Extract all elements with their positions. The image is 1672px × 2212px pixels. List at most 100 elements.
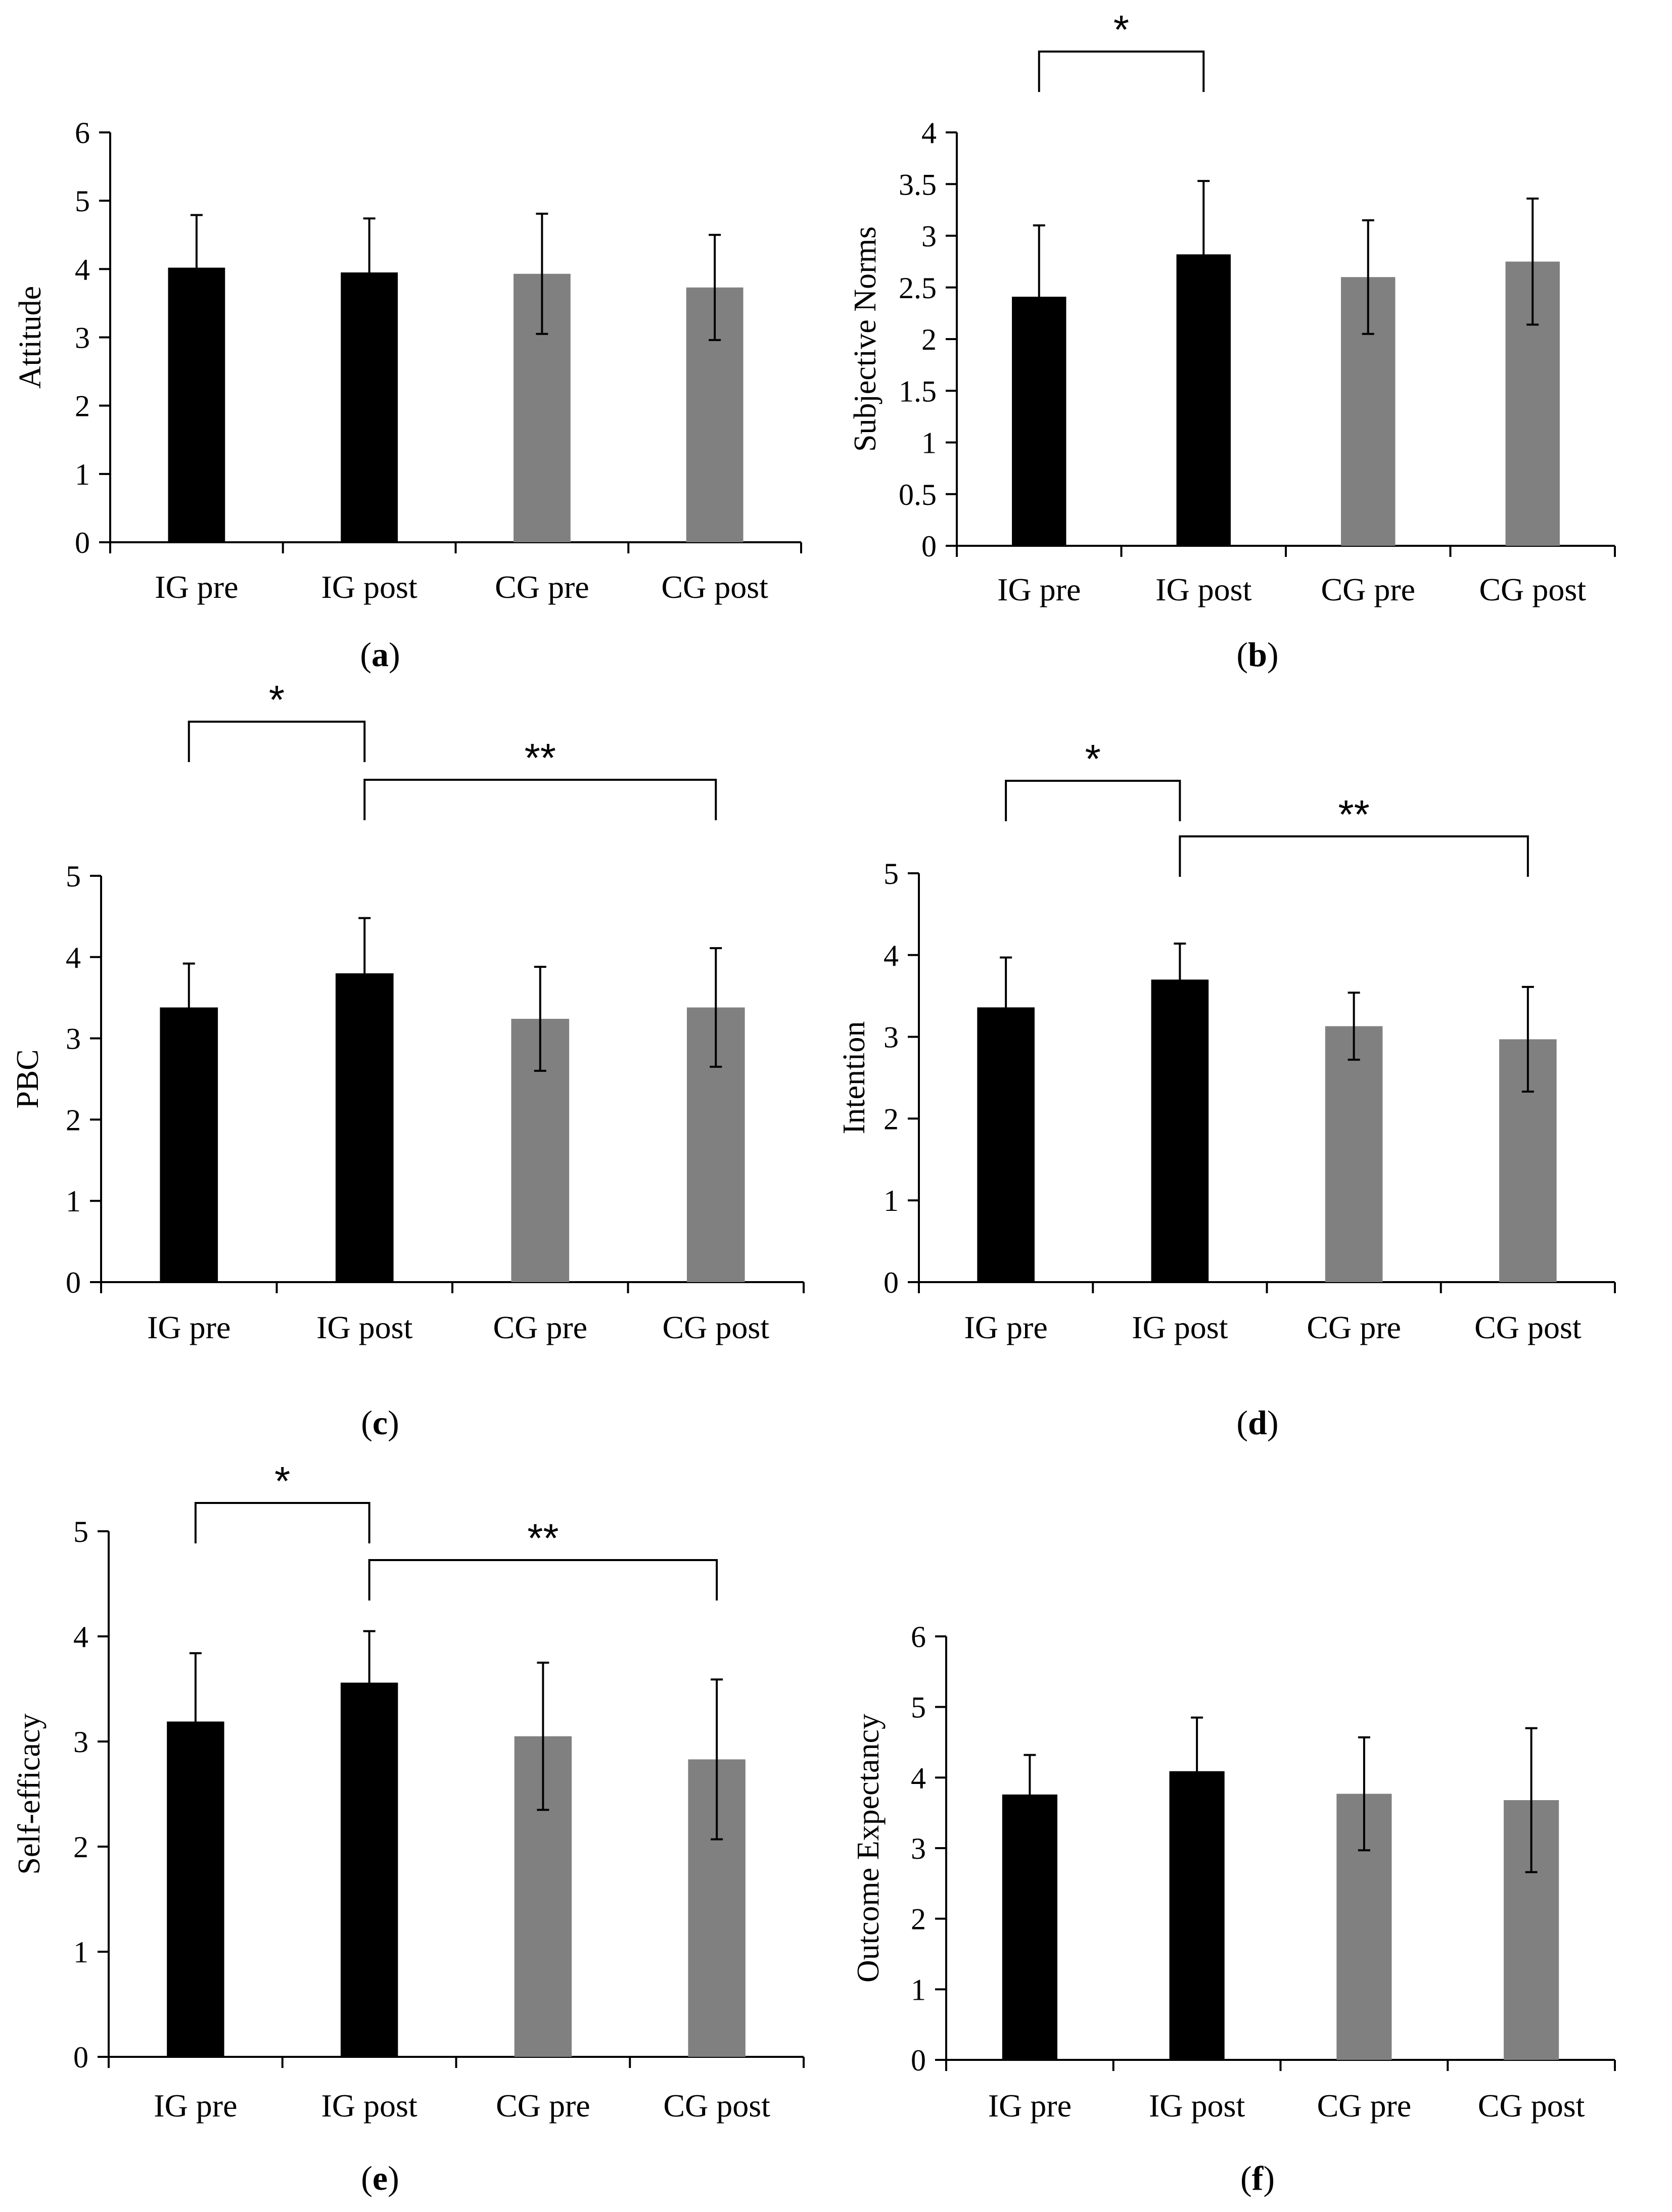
category-label: CG post xyxy=(663,2088,770,2124)
bar-ig-pre xyxy=(1002,1794,1057,2060)
y-axis-label: Self-efficacy xyxy=(12,1714,47,1875)
y-tick-label: 1.5 xyxy=(899,374,937,408)
y-tick-label: 1 xyxy=(75,458,90,491)
y-tick-label: 3 xyxy=(75,321,90,355)
y-axis-label: Outcome Expectancy xyxy=(851,1714,886,1983)
chart-panel-a: 0 1 2 3 4 5 6 IG pre IG post CG pre CG post Attitud… xyxy=(13,116,802,674)
y-axis-label: Subjective Norms xyxy=(848,226,883,452)
y-tick-label: 4 xyxy=(921,116,937,150)
y-tick-label: 1 xyxy=(911,1973,926,2006)
y-tick-label: 0 xyxy=(911,2044,926,2077)
chart-panel-f: 0 1 2 3 4 5 6 IG pre IG post CG pre CG post Outcome… xyxy=(851,1620,1616,2197)
category-label: CG pre xyxy=(1307,1309,1401,1345)
y-tick-label: 1 xyxy=(73,1936,88,1969)
y-tick-label: 2 xyxy=(884,1102,899,1136)
y-tick-label: 1 xyxy=(884,1184,899,1217)
category-label: IG pre xyxy=(988,2088,1072,2124)
y-tick-label: 0 xyxy=(75,526,90,559)
category-label: IG post xyxy=(1149,2088,1245,2124)
y-tick-label: 0 xyxy=(73,2041,88,2074)
panel-label: (f) xyxy=(1240,2159,1275,2197)
category-label: CG pre xyxy=(495,569,589,605)
category-label: IG post xyxy=(321,2088,417,2124)
significance-bracket xyxy=(363,779,717,820)
y-tick-label: 2 xyxy=(66,1103,81,1137)
significance-marker: ** xyxy=(527,1516,559,1561)
y-tick-label: 5 xyxy=(884,857,899,890)
panel-label: (c) xyxy=(361,1403,399,1442)
y-tick-label: 2.5 xyxy=(899,271,937,305)
category-label: IG pre xyxy=(997,572,1081,607)
category-label: CG post xyxy=(1478,2088,1585,2124)
category-label: CG pre xyxy=(493,1309,587,1345)
y-tick-label: 5 xyxy=(75,184,90,218)
significance-marker: ** xyxy=(525,735,556,780)
y-tick-label: 4 xyxy=(884,939,899,972)
y-tick-label: 3 xyxy=(921,220,937,253)
y-tick-label: 3 xyxy=(66,1022,81,1056)
y-tick-label: 4 xyxy=(75,253,90,286)
y-tick-label: 3.5 xyxy=(899,168,937,201)
chart-panel-e: 0 1 2 3 4 5 IG pre IG post CG pre CG post Self-eff… xyxy=(12,1458,805,2197)
significance-bracket xyxy=(188,721,366,762)
y-tick-label: 0.5 xyxy=(899,478,937,511)
panel-label: (d) xyxy=(1236,1403,1278,1442)
y-tick-label: 0 xyxy=(921,530,937,563)
chart-panel-b: 0 0.5 1 1.5 2 2.5 3 3.5 4 IG pre IG post CG pre CG p… xyxy=(848,7,1616,674)
category-label: CG post xyxy=(662,1309,769,1345)
y-tick-label: 4 xyxy=(911,1761,926,1795)
y-tick-label: 2 xyxy=(73,1830,88,1864)
significance-bracket xyxy=(1179,835,1529,877)
y-tick-label: 1 xyxy=(66,1185,81,1218)
significance-bracket xyxy=(194,1502,370,1543)
y-tick-label: 4 xyxy=(73,1620,88,1654)
y-axis-label: Attitude xyxy=(13,286,48,389)
category-label: CG post xyxy=(1474,1309,1582,1345)
category-label: IG pre xyxy=(964,1309,1048,1345)
y-axis-label: Intention xyxy=(837,1021,871,1135)
y-tick-label: 2 xyxy=(75,390,90,423)
y-tick-label: 5 xyxy=(66,860,81,893)
category-label: IG pre xyxy=(147,1309,230,1345)
y-tick-label: 4 xyxy=(66,941,81,974)
panel-label: (b) xyxy=(1236,635,1278,674)
y-tick-label: 0 xyxy=(884,1266,899,1299)
significance-marker: * xyxy=(274,1458,290,1503)
panel-label: (e) xyxy=(361,2159,399,2197)
bar-ig-pre xyxy=(160,1007,218,1282)
y-tick-label: 5 xyxy=(911,1691,926,1724)
y-axis-label: PBC xyxy=(11,1049,45,1108)
y-tick-label: 0 xyxy=(66,1266,81,1299)
y-tick-label: 2 xyxy=(921,323,937,356)
category-label: CG post xyxy=(661,569,768,605)
significance-bracket xyxy=(368,1559,718,1601)
significance-marker: ** xyxy=(1338,792,1369,837)
category-label: CG pre xyxy=(1317,2088,1412,2124)
bar-ig-post xyxy=(340,1682,398,2057)
category-label: IG post xyxy=(316,1309,412,1345)
category-label: IG pre xyxy=(155,569,238,605)
category-label: IG pre xyxy=(154,2088,237,2124)
significance-marker: * xyxy=(269,677,285,722)
significance-marker: * xyxy=(1113,7,1129,52)
significance-marker: * xyxy=(1085,736,1101,781)
category-label: IG post xyxy=(1132,1309,1228,1345)
category-label: IG post xyxy=(1155,572,1251,607)
y-tick-label: 5 xyxy=(73,1515,88,1548)
y-tick-label: 3 xyxy=(884,1021,899,1054)
category-label: CG pre xyxy=(496,2088,590,2124)
chart-panel-d: 0 1 2 3 4 5 IG pre IG post CG pre CG post Intentio… xyxy=(837,736,1616,1442)
y-tick-label: 2 xyxy=(911,1903,926,1936)
category-label: CG post xyxy=(1479,572,1586,607)
category-label: CG pre xyxy=(1321,572,1415,607)
bar-ig-post xyxy=(1151,979,1209,1282)
bar-cg-pre xyxy=(1325,1026,1383,1282)
category-label: IG post xyxy=(321,569,417,605)
y-tick-label: 6 xyxy=(911,1620,926,1654)
y-tick-label: 1 xyxy=(921,427,937,460)
y-tick-label: 3 xyxy=(73,1725,88,1759)
significance-bracket xyxy=(1005,780,1181,821)
y-tick-label: 3 xyxy=(911,1832,926,1865)
